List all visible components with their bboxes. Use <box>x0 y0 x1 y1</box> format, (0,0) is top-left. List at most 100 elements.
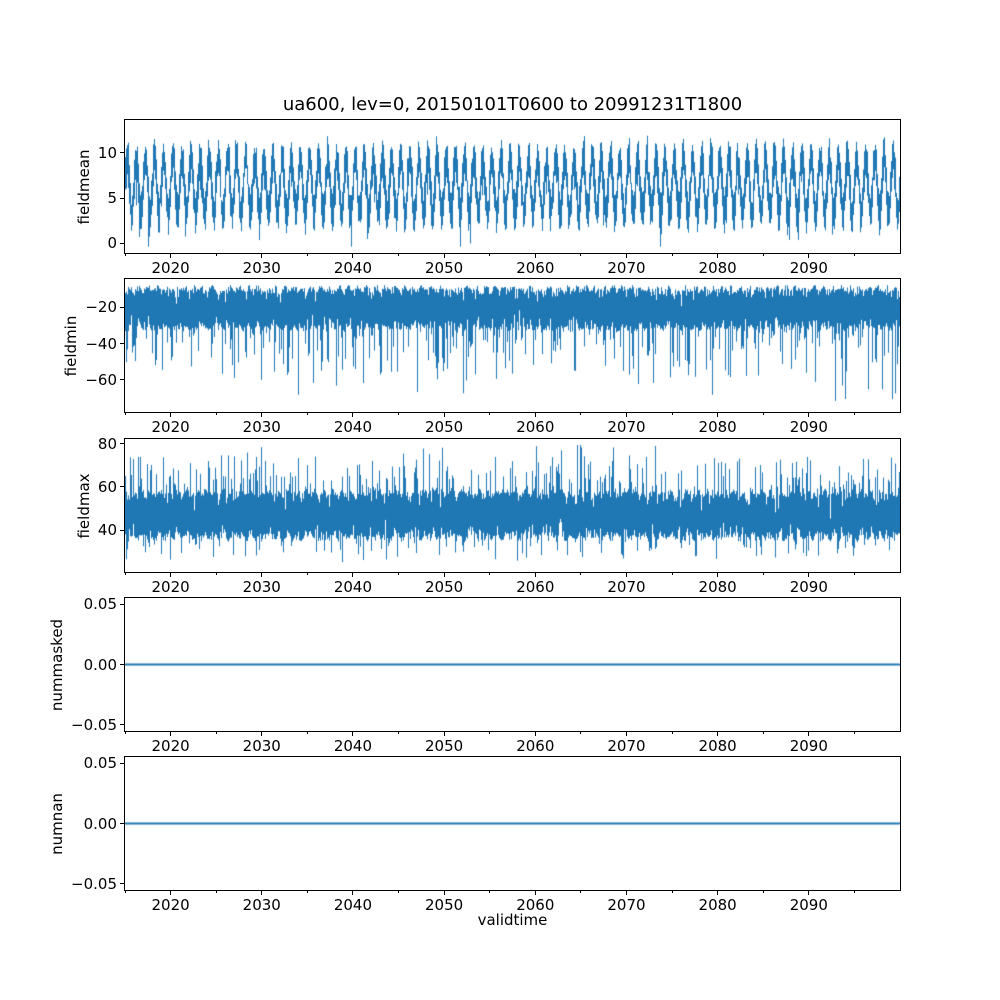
subplot-fieldmin <box>124 278 901 413</box>
x-major-tick <box>625 891 627 895</box>
x-major-tick <box>170 413 172 417</box>
y-tick <box>120 306 124 308</box>
x-tick-label: 2030 <box>242 259 281 277</box>
x-major-tick <box>443 254 445 258</box>
x-minor-tick <box>398 573 400 575</box>
x-tick-label: 2090 <box>789 418 828 436</box>
x-tick-label: 2040 <box>333 737 373 755</box>
x-minor-tick <box>306 732 308 734</box>
x-tick-label: 2080 <box>698 259 737 277</box>
x-tick-label: 2070 <box>607 737 646 755</box>
x-minor-tick <box>671 891 673 893</box>
y-tick <box>120 529 124 531</box>
x-major-tick <box>352 254 354 258</box>
x-major-tick <box>261 573 263 577</box>
y-tick <box>120 379 124 381</box>
x-minor-tick <box>671 732 673 734</box>
x-major-tick <box>443 573 445 577</box>
subplot-numnan <box>124 756 901 891</box>
x-minor-tick <box>853 413 855 415</box>
y-tick <box>120 152 124 154</box>
x-minor-tick <box>489 573 491 575</box>
x-minor-tick <box>580 732 582 734</box>
x-minor-tick <box>489 732 491 734</box>
x-axis-label: validtime <box>477 911 548 929</box>
x-major-tick <box>808 732 810 736</box>
x-major-tick <box>534 573 536 577</box>
subplot-fieldmean <box>124 119 901 254</box>
x-tick-label: 2060 <box>516 896 555 914</box>
x-minor-tick <box>671 573 673 575</box>
x-minor-tick <box>124 573 126 575</box>
x-minor-tick <box>215 413 217 415</box>
x-major-tick <box>261 732 263 736</box>
x-minor-tick <box>215 573 217 575</box>
x-tick-label: 2040 <box>333 418 373 436</box>
x-tick-label: 2080 <box>698 896 737 914</box>
x-major-tick <box>170 573 172 577</box>
x-major-tick <box>534 732 536 736</box>
x-major-tick <box>443 891 445 895</box>
x-minor-tick <box>853 573 855 575</box>
x-tick-label: 2020 <box>151 737 190 755</box>
x-major-tick <box>717 573 719 577</box>
x-major-tick <box>717 254 719 258</box>
fieldmax-series-canvas <box>125 439 900 572</box>
x-minor-tick <box>489 254 491 256</box>
x-tick-label: 2070 <box>607 896 646 914</box>
x-major-tick <box>261 413 263 417</box>
chart-title: ua600, lev=0, 20150101T0600 to 20991231T… <box>282 94 743 115</box>
x-major-tick <box>170 891 172 895</box>
y-tick <box>120 664 124 665</box>
x-tick-label: 2040 <box>333 578 373 596</box>
x-minor-tick <box>853 891 855 893</box>
x-major-tick <box>352 891 354 895</box>
x-minor-tick <box>124 413 126 415</box>
x-minor-tick <box>306 891 308 893</box>
x-minor-tick <box>489 413 491 415</box>
x-minor-tick <box>398 891 400 893</box>
x-minor-tick <box>762 573 764 575</box>
x-tick-label: 2090 <box>789 578 828 596</box>
y-tick-label: −0.05 <box>71 715 117 734</box>
x-tick-label: 2090 <box>789 737 828 755</box>
x-tick-label: 2070 <box>607 578 646 596</box>
x-major-tick <box>443 413 445 417</box>
x-major-tick <box>808 413 810 417</box>
x-tick-label: 2050 <box>425 737 464 755</box>
x-tick-label: 2020 <box>151 418 190 436</box>
x-minor-tick <box>580 891 582 893</box>
x-major-tick <box>261 891 263 895</box>
x-major-tick <box>625 254 627 258</box>
x-major-tick <box>534 413 536 417</box>
x-major-tick <box>170 254 172 258</box>
x-major-tick <box>443 732 445 736</box>
x-major-tick <box>261 254 263 258</box>
y-tick-label: 80 <box>97 434 117 453</box>
x-minor-tick <box>306 413 308 415</box>
x-major-tick <box>352 732 354 736</box>
x-tick-label: 2050 <box>425 578 464 596</box>
y-tick-label: 0.00 <box>83 814 117 833</box>
x-major-tick <box>352 413 354 417</box>
x-tick-label: 2060 <box>516 737 555 755</box>
y-tick-label: 0.05 <box>83 754 117 773</box>
x-tick-label: 2020 <box>151 896 190 914</box>
y-tick <box>120 603 124 605</box>
x-tick-label: 2030 <box>242 418 281 436</box>
x-tick-label: 2020 <box>151 259 190 277</box>
x-major-tick <box>808 254 810 258</box>
y-tick <box>120 762 124 764</box>
y-tick <box>120 724 124 726</box>
x-major-tick <box>625 732 627 736</box>
x-major-tick <box>808 891 810 895</box>
x-tick-label: 2070 <box>607 259 646 277</box>
x-minor-tick <box>124 254 126 256</box>
x-major-tick <box>170 732 172 736</box>
y-tick-label: 5 <box>107 189 117 208</box>
x-minor-tick <box>580 413 582 415</box>
y-tick-label: 60 <box>97 477 117 496</box>
y-tick <box>120 883 124 885</box>
y-tick <box>120 343 124 344</box>
x-minor-tick <box>398 254 400 256</box>
